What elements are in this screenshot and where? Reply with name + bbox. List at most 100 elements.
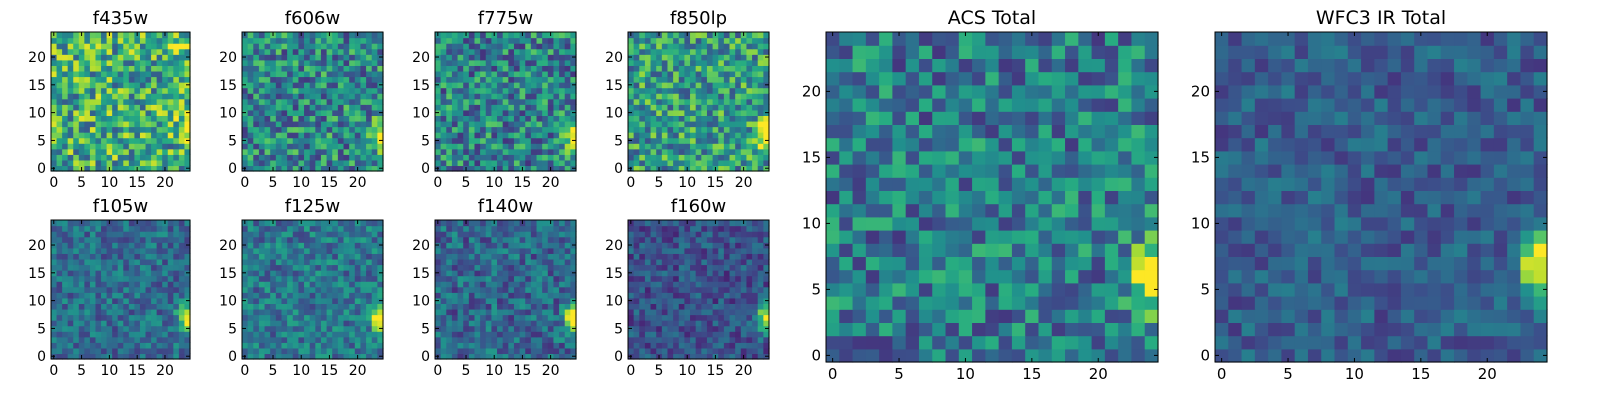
heatmap-cell — [508, 297, 515, 304]
heatmap-cell — [480, 70, 487, 78]
heatmap-cell — [315, 336, 322, 343]
heatmap-cell — [123, 143, 130, 150]
heatmap-cell — [309, 37, 316, 44]
heatmap-cell — [56, 331, 63, 338]
heatmap-cell — [270, 48, 277, 55]
heatmap-cell — [695, 336, 702, 343]
heatmap-cell — [371, 258, 378, 266]
heatmap-cell — [650, 303, 657, 310]
heatmap-cell — [139, 264, 147, 271]
heatmap-cell — [128, 48, 135, 55]
heatmap-cell — [173, 342, 180, 349]
x-tick-label: 10 — [485, 363, 503, 379]
heatmap-cell — [553, 242, 560, 249]
heatmap-cell — [678, 87, 685, 94]
heatmap-cell — [513, 342, 521, 349]
heatmap-cell — [468, 270, 476, 277]
heatmap-cell — [173, 308, 180, 316]
heatmap-cell — [184, 286, 191, 293]
heatmap-cell — [366, 93, 373, 100]
heatmap-cell — [332, 104, 339, 111]
heatmap-cell — [718, 143, 725, 150]
heatmap-cell — [84, 325, 91, 332]
heatmap-cell — [89, 336, 97, 343]
heatmap-cell — [564, 225, 571, 232]
heatmap-cell — [553, 159, 560, 167]
heatmap-cell — [128, 297, 135, 304]
heatmap-cell — [485, 37, 492, 44]
heatmap-cell — [740, 314, 748, 321]
heatmap-cell — [337, 242, 345, 249]
heatmap-cell — [491, 308, 498, 316]
heatmap-cell — [73, 98, 80, 105]
heatmap-cell — [162, 143, 169, 150]
heatmap-cell — [151, 336, 158, 343]
heatmap-cell — [673, 297, 680, 304]
heatmap-cell — [468, 109, 476, 116]
heatmap-cell — [463, 137, 470, 144]
heatmap-cell — [151, 331, 158, 338]
heatmap-cell — [536, 247, 543, 254]
heatmap-cell — [304, 165, 311, 172]
heatmap-cell — [542, 281, 549, 288]
heatmap-cell — [95, 275, 102, 282]
heatmap-cell — [656, 347, 663, 355]
heatmap-cell — [156, 126, 163, 133]
heatmap-cell — [62, 325, 69, 332]
heatmap-cell — [763, 286, 770, 293]
heatmap-cell — [112, 347, 119, 355]
heatmap-cell — [304, 82, 311, 89]
heatmap-cell — [67, 225, 74, 232]
heatmap-cell — [701, 353, 708, 360]
heatmap-cell — [564, 275, 571, 282]
heatmap-cell — [678, 353, 685, 360]
heatmap-cell — [270, 231, 277, 238]
heatmap-cell — [304, 242, 311, 249]
heatmap-cell — [134, 87, 141, 94]
heatmap-cell — [134, 109, 141, 116]
heatmap-cell — [446, 314, 453, 321]
heatmap-cell — [145, 353, 152, 360]
heatmap-cell — [559, 43, 566, 50]
heatmap-cell — [253, 120, 260, 128]
heatmap-cell — [746, 54, 753, 61]
heatmap-cell — [468, 48, 476, 55]
heatmap-cell — [729, 82, 736, 89]
heatmap-cell — [162, 308, 169, 316]
heatmap-cell — [491, 242, 498, 249]
heatmap-cell — [56, 336, 63, 343]
heatmap-cell — [746, 281, 753, 288]
heatmap-cell — [112, 308, 119, 316]
heatmap-cell — [247, 281, 254, 288]
heatmap-cell — [485, 132, 492, 139]
heatmap-cell — [644, 148, 652, 155]
heatmap-cell — [62, 281, 69, 288]
heatmap-cell — [746, 59, 753, 66]
heatmap-cell — [377, 120, 384, 128]
heatmap-cell — [354, 270, 362, 277]
heatmap-cell — [690, 48, 697, 55]
heatmap-cell — [746, 342, 753, 349]
heatmap-cell — [650, 132, 657, 139]
heatmap-cell — [309, 65, 316, 72]
heatmap-cell — [270, 43, 277, 50]
heatmap-cell — [162, 115, 169, 122]
heatmap-cell — [128, 342, 135, 349]
heatmap-cell — [95, 165, 102, 172]
heatmap-cell — [757, 159, 764, 167]
heatmap-cell — [287, 70, 294, 78]
heatmap-cell — [151, 93, 158, 100]
heatmap-cell — [151, 54, 158, 61]
heatmap-cell — [564, 236, 571, 243]
heatmap-cell — [377, 154, 384, 161]
heatmap-cell — [292, 37, 299, 44]
heatmap-cell — [553, 65, 560, 72]
heatmap-cell — [536, 347, 543, 355]
heatmap-cell — [706, 308, 714, 316]
heatmap-cell — [519, 242, 526, 249]
heatmap-cell — [167, 165, 174, 172]
heatmap-cell — [337, 275, 345, 282]
heatmap-cell — [513, 32, 521, 39]
heatmap-cell — [673, 331, 680, 338]
heatmap-cell — [337, 32, 345, 39]
